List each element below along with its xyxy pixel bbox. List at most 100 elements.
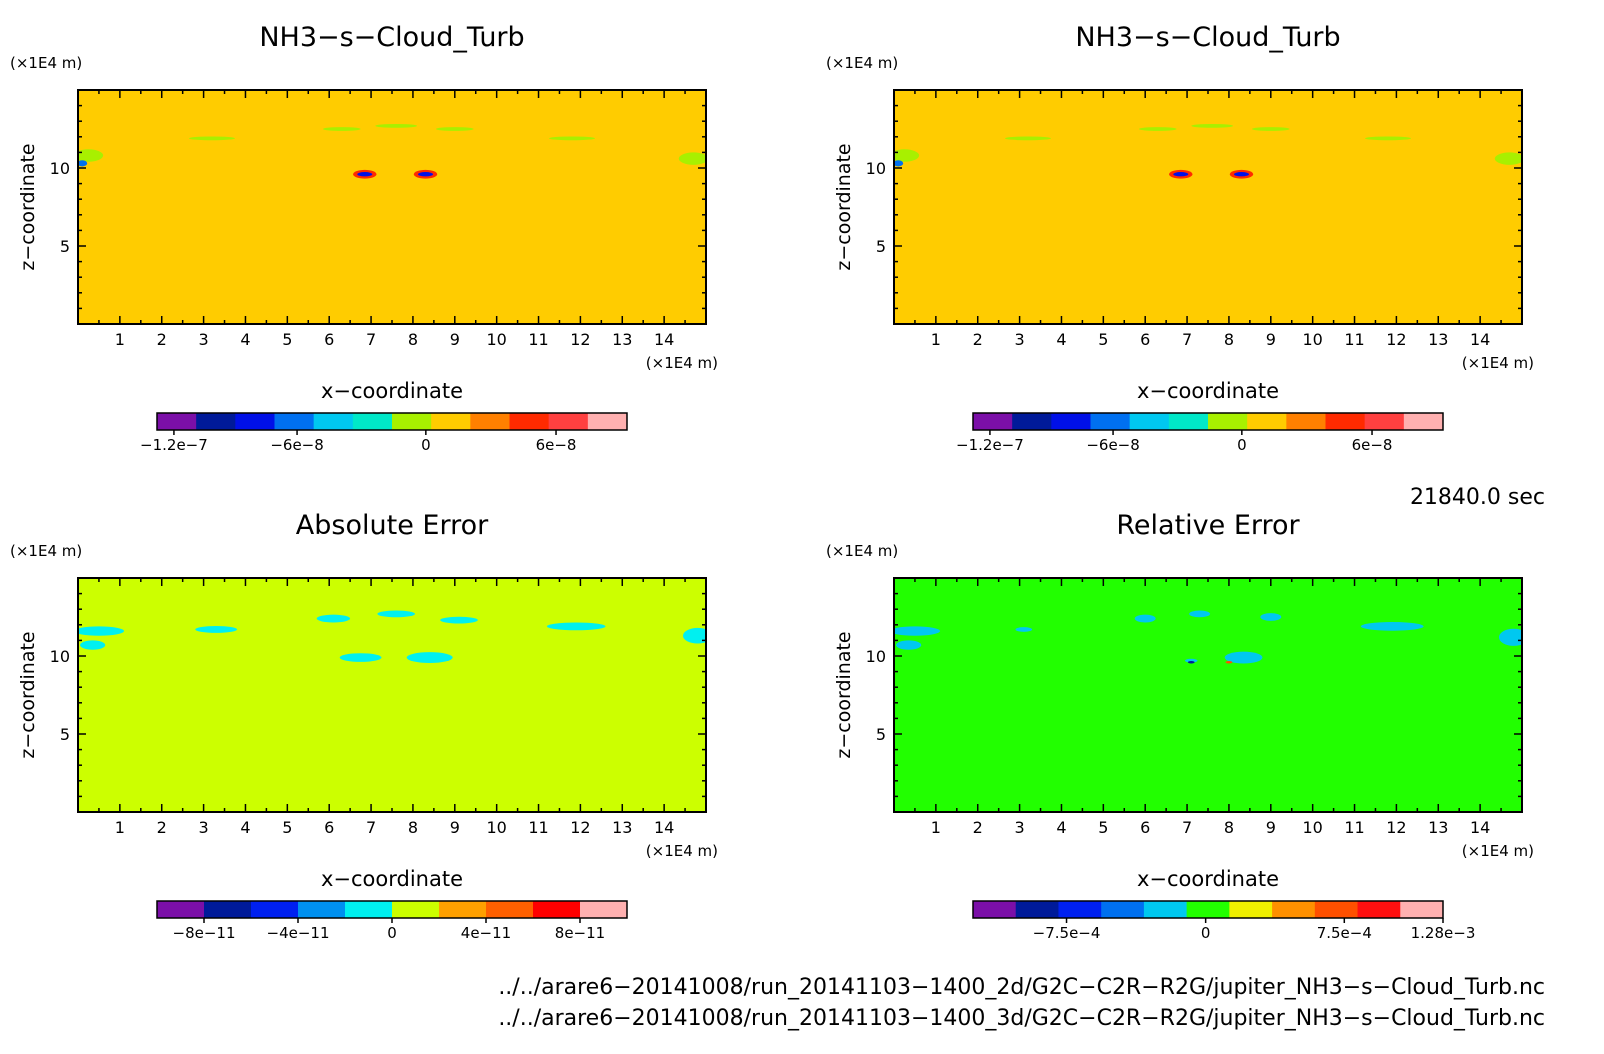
colorbar-tick-label: −8e−11 xyxy=(173,924,236,942)
x-tick-label: 4 xyxy=(240,818,250,837)
x-tick-label: 2 xyxy=(973,818,983,837)
colorbar-swatch xyxy=(580,901,628,918)
x-tick-label: 4 xyxy=(240,330,250,349)
feature-blob xyxy=(1015,627,1033,632)
panel-4: Relative Error(×1E4 m)1 2 3 4 5 6 7 8 9 10 11 12 13 1… xyxy=(826,510,1534,942)
feature-blob xyxy=(896,640,922,650)
x-tick-label: 7 xyxy=(1182,330,1192,349)
x-tick-label: 7 xyxy=(1182,818,1192,837)
feature-blob xyxy=(78,160,88,167)
x-tick-label: 4 xyxy=(1056,818,1066,837)
y-axis-label: z−coordinate xyxy=(833,143,855,270)
x-tick-label: 1 xyxy=(931,818,941,837)
colorbar-swatch xyxy=(313,413,354,430)
colorbar-swatch xyxy=(1051,413,1091,430)
colorbar-swatch xyxy=(1090,413,1131,430)
colorbar-swatch xyxy=(509,413,550,430)
feature-blob xyxy=(375,124,418,128)
x-tick-label: 5 xyxy=(282,818,292,837)
x-tick-label: 13 xyxy=(1428,818,1448,837)
y-tick-label: 10 xyxy=(50,159,70,178)
feature-blob xyxy=(440,616,478,624)
feature-blob xyxy=(357,172,373,177)
feature-blob xyxy=(1187,660,1195,664)
x-tick-label: 11 xyxy=(1344,818,1364,837)
colorbar-swatch xyxy=(345,901,393,918)
panel-title: NH3−s−Cloud_Turb xyxy=(1075,22,1340,53)
colorbar-swatch xyxy=(1314,901,1359,918)
x-tick-label: 6 xyxy=(324,818,334,837)
plot-field xyxy=(78,90,706,324)
feature-blob xyxy=(1191,124,1234,128)
colorbar-swatch xyxy=(1012,413,1052,430)
feature-blob xyxy=(339,653,382,662)
colorbar-tick-label: 0 xyxy=(387,924,397,942)
colorbar-swatch xyxy=(548,413,589,430)
colorbar-swatch xyxy=(1058,901,1102,918)
x-tick-label: 5 xyxy=(1098,818,1108,837)
features xyxy=(894,610,1522,664)
x-tick-label: 2 xyxy=(973,330,983,349)
feature-blob xyxy=(322,127,361,131)
y-unit-label: (×1E4 m) xyxy=(826,54,898,72)
y-axis-label: z−coordinate xyxy=(17,143,39,270)
y-tick-label: 10 xyxy=(50,647,70,666)
colorbar-swatch xyxy=(1101,901,1145,918)
x-tick-label: 14 xyxy=(1470,818,1490,837)
x-tick-label: 14 xyxy=(1470,330,1490,349)
colorbar-swatch xyxy=(251,901,299,918)
panel-3: Absolute Error(×1E4 m)1 2 3 4 5 6 7 8 9 10 11 12 13 1… xyxy=(10,510,718,942)
colorbar-swatch xyxy=(1186,901,1230,918)
feature-blob xyxy=(1260,613,1282,621)
x-unit-label: (×1E4 m) xyxy=(1462,354,1534,372)
x-tick-label: 6 xyxy=(324,330,334,349)
feature-blob xyxy=(188,136,235,141)
x-tick-label: 12 xyxy=(1386,818,1406,837)
feature-blob xyxy=(1498,628,1522,646)
x-tick-label: 6 xyxy=(1140,818,1150,837)
x-tick-label: 13 xyxy=(1428,330,1448,349)
colorbar-tick-label: 6e−8 xyxy=(1352,436,1393,454)
x-tick-label: 3 xyxy=(1015,330,1025,349)
colorbar-swatch xyxy=(157,901,205,918)
feature-blob xyxy=(894,149,920,162)
colorbar-tick-label: 0 xyxy=(421,436,431,454)
x-tick-label: 11 xyxy=(528,330,548,349)
colorbar-tick-label: 7.5e−4 xyxy=(1317,924,1372,942)
x-tick-label: 8 xyxy=(1224,818,1234,837)
feature-blob xyxy=(1189,610,1211,618)
x-axis-label: x−coordinate xyxy=(321,379,463,403)
x-tick-label: 1 xyxy=(931,330,941,349)
x-axis-label: x−coordinate xyxy=(1137,379,1279,403)
colorbar-swatch xyxy=(1272,901,1316,918)
colorbar-tick-label: −6e−8 xyxy=(270,436,323,454)
y-unit-label: (×1E4 m) xyxy=(10,54,82,72)
y-tick-label: 5 xyxy=(876,725,886,744)
y-unit-label: (×1E4 m) xyxy=(826,542,898,560)
features xyxy=(894,124,1522,179)
colorbar-swatch xyxy=(204,901,252,918)
colorbar-swatch xyxy=(1143,901,1188,918)
colorbar-tick-label: −4e−11 xyxy=(267,924,330,942)
feature-blob xyxy=(1225,660,1233,664)
feature-blob xyxy=(1134,614,1156,623)
feature-blob xyxy=(1365,136,1412,141)
x-tick-label: 1 xyxy=(115,818,125,837)
feature-blob xyxy=(316,614,351,623)
x-tick-label: 9 xyxy=(450,818,460,837)
colorbar-swatch xyxy=(1286,413,1326,430)
feature-blob xyxy=(682,627,706,644)
colorbar-tick-label: −6e−8 xyxy=(1086,436,1139,454)
x-tick-label: 10 xyxy=(1302,330,1322,349)
colorbar-swatch xyxy=(1403,413,1444,430)
colorbar-frame xyxy=(156,412,628,431)
x-unit-label: (×1E4 m) xyxy=(646,354,718,372)
feature-blob xyxy=(678,152,706,165)
x-tick-label: 12 xyxy=(570,818,590,837)
x-tick-label: 3 xyxy=(1015,818,1025,837)
colorbar-swatch xyxy=(1015,901,1059,918)
colorbar-swatch xyxy=(486,901,534,918)
x-tick-label: 4 xyxy=(1056,330,1066,349)
feature-blob xyxy=(1184,658,1198,663)
x-tick-label: 11 xyxy=(1344,330,1364,349)
